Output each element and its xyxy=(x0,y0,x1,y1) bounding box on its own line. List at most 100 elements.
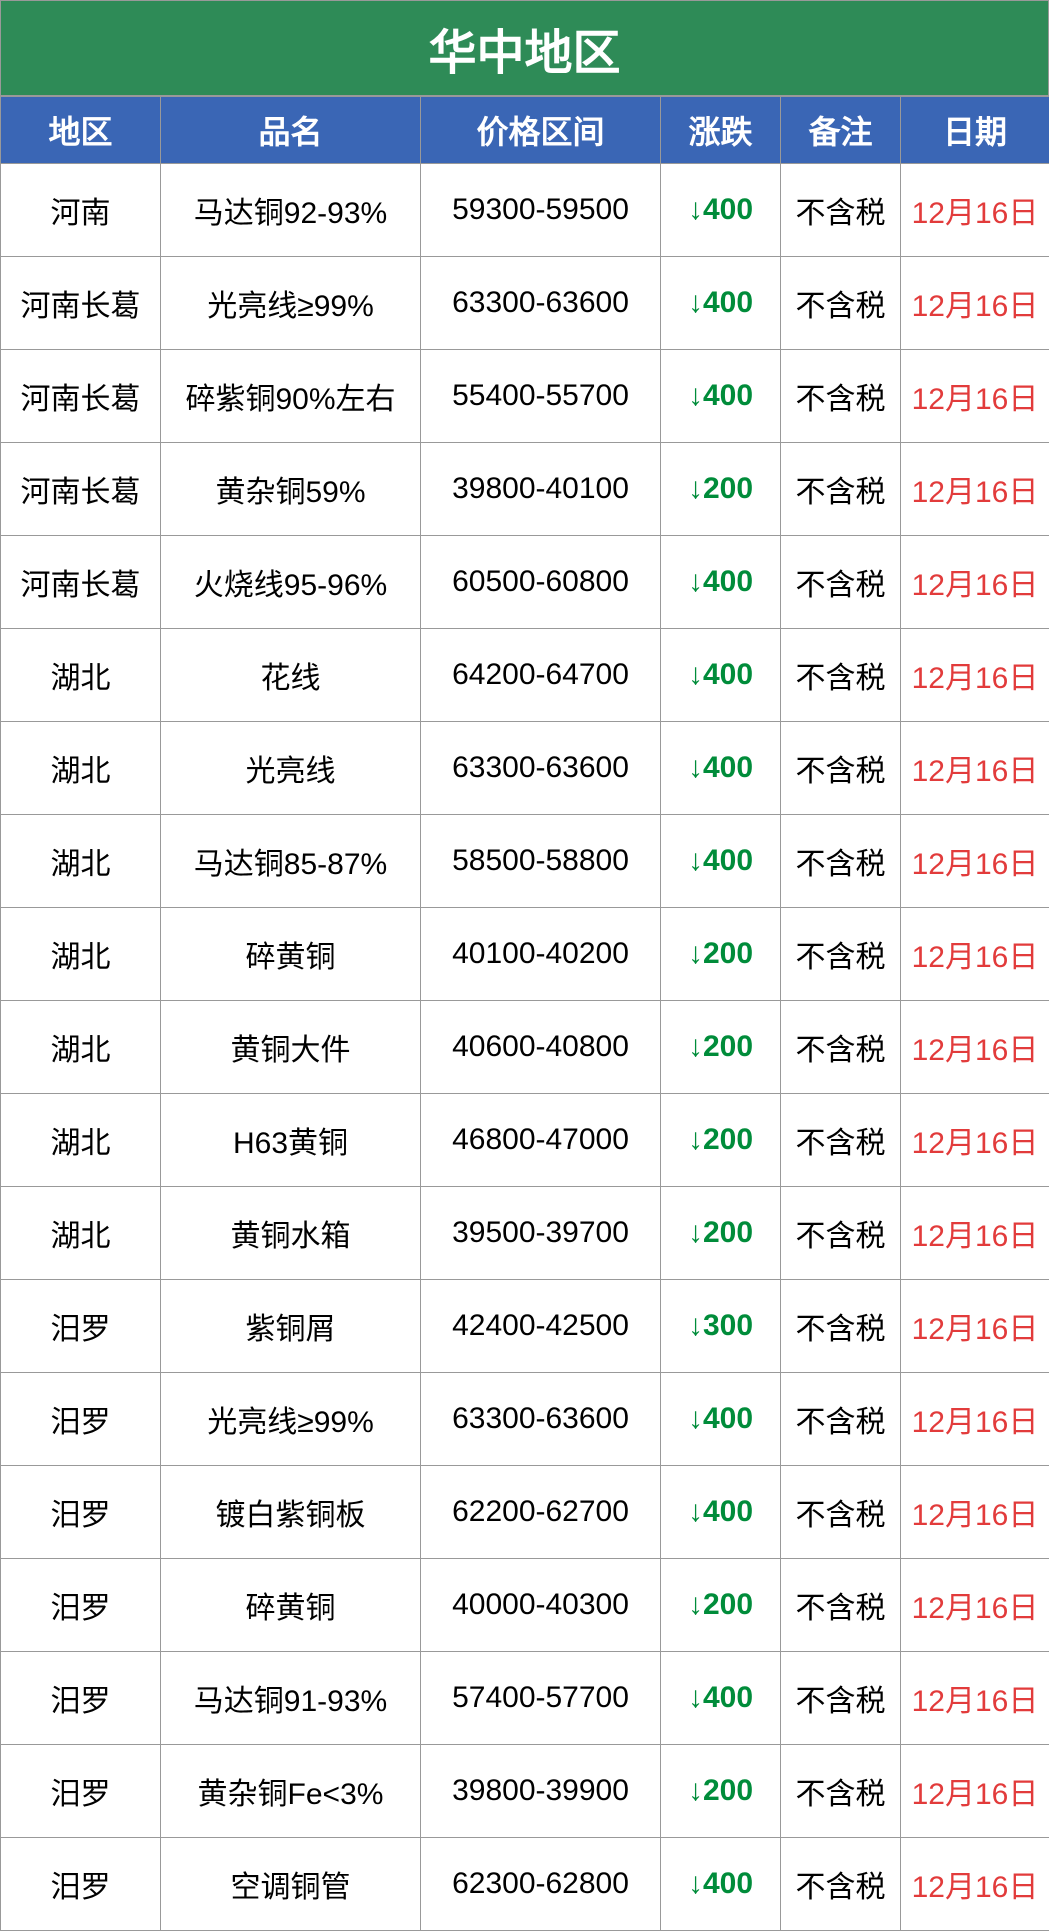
table-row: 河南长葛光亮线≥99%63300-63600↓400不含税12月16日 xyxy=(1,257,1049,350)
col-note: 备注 xyxy=(781,97,901,164)
cell-price: 40000-40300 xyxy=(421,1559,661,1652)
table-row: 河南长葛黄杂铜59%39800-40100↓200不含税12月16日 xyxy=(1,443,1049,536)
cell-change: ↓400 xyxy=(661,164,781,257)
cell-note: 不含税 xyxy=(781,1559,901,1652)
cell-note: 不含税 xyxy=(781,1373,901,1466)
cell-region: 汨罗 xyxy=(1,1652,161,1745)
cell-name: 黄杂铜Fe<3% xyxy=(161,1745,421,1838)
cell-note: 不含税 xyxy=(781,536,901,629)
cell-note: 不含税 xyxy=(781,1280,901,1373)
cell-region: 汨罗 xyxy=(1,1466,161,1559)
price-table: 地区 品名 价格区间 涨跌 备注 日期 河南马达铜92-93%59300-595… xyxy=(0,96,1049,1931)
cell-name: 马达铜85-87% xyxy=(161,815,421,908)
table-row: 河南马达铜92-93%59300-59500↓400不含税12月16日 xyxy=(1,164,1049,257)
cell-name: 花线 xyxy=(161,629,421,722)
cell-name: 马达铜92-93% xyxy=(161,164,421,257)
cell-change: ↓400 xyxy=(661,722,781,815)
table-row: 湖北H63黄铜46800-47000↓200不含税12月16日 xyxy=(1,1094,1049,1187)
cell-change: ↓200 xyxy=(661,1745,781,1838)
cell-price: 60500-60800 xyxy=(421,536,661,629)
cell-price: 63300-63600 xyxy=(421,722,661,815)
cell-name: 空调铜管 xyxy=(161,1838,421,1931)
col-region: 地区 xyxy=(1,97,161,164)
table-row: 湖北黄铜水箱39500-39700↓200不含税12月16日 xyxy=(1,1187,1049,1280)
cell-region: 汨罗 xyxy=(1,1280,161,1373)
cell-price: 62200-62700 xyxy=(421,1466,661,1559)
col-name: 品名 xyxy=(161,97,421,164)
cell-region: 湖北 xyxy=(1,629,161,722)
table-row: 汨罗碎黄铜40000-40300↓200不含税12月16日 xyxy=(1,1559,1049,1652)
cell-date: 12月16日 xyxy=(901,443,1049,536)
cell-date: 12月16日 xyxy=(901,1187,1049,1280)
cell-date: 12月16日 xyxy=(901,1652,1049,1745)
cell-date: 12月16日 xyxy=(901,1745,1049,1838)
cell-change: ↓200 xyxy=(661,1001,781,1094)
cell-date: 12月16日 xyxy=(901,1001,1049,1094)
cell-date: 12月16日 xyxy=(901,1373,1049,1466)
cell-name: 黄杂铜59% xyxy=(161,443,421,536)
cell-date: 12月16日 xyxy=(901,1559,1049,1652)
cell-name: 黄铜水箱 xyxy=(161,1187,421,1280)
cell-region: 河南长葛 xyxy=(1,536,161,629)
cell-price: 64200-64700 xyxy=(421,629,661,722)
table-row: 湖北花线64200-64700↓400不含税12月16日 xyxy=(1,629,1049,722)
cell-name: 黄铜大件 xyxy=(161,1001,421,1094)
cell-price: 40600-40800 xyxy=(421,1001,661,1094)
cell-note: 不含税 xyxy=(781,443,901,536)
table-row: 汨罗镀白紫铜板62200-62700↓400不含税12月16日 xyxy=(1,1466,1049,1559)
cell-region: 湖北 xyxy=(1,722,161,815)
cell-price: 39800-40100 xyxy=(421,443,661,536)
col-date: 日期 xyxy=(901,97,1049,164)
cell-region: 汨罗 xyxy=(1,1559,161,1652)
cell-price: 63300-63600 xyxy=(421,1373,661,1466)
cell-date: 12月16日 xyxy=(901,1466,1049,1559)
cell-note: 不含税 xyxy=(781,1745,901,1838)
table-row: 汨罗紫铜屑42400-42500↓300不含税12月16日 xyxy=(1,1280,1049,1373)
cell-name: 光亮线≥99% xyxy=(161,1373,421,1466)
cell-date: 12月16日 xyxy=(901,908,1049,1001)
cell-change: ↓400 xyxy=(661,350,781,443)
cell-note: 不含税 xyxy=(781,908,901,1001)
table-row: 汨罗马达铜91-93%57400-57700↓400不含税12月16日 xyxy=(1,1652,1049,1745)
cell-note: 不含税 xyxy=(781,164,901,257)
cell-region: 湖北 xyxy=(1,1094,161,1187)
cell-note: 不含税 xyxy=(781,257,901,350)
col-change: 涨跌 xyxy=(661,97,781,164)
cell-date: 12月16日 xyxy=(901,1838,1049,1931)
cell-note: 不含税 xyxy=(781,1466,901,1559)
cell-price: 59300-59500 xyxy=(421,164,661,257)
cell-region: 湖北 xyxy=(1,1187,161,1280)
cell-price: 63300-63600 xyxy=(421,257,661,350)
cell-region: 汨罗 xyxy=(1,1838,161,1931)
cell-name: 碎黄铜 xyxy=(161,1559,421,1652)
cell-date: 12月16日 xyxy=(901,722,1049,815)
cell-date: 12月16日 xyxy=(901,629,1049,722)
cell-note: 不含税 xyxy=(781,1838,901,1931)
cell-change: ↓200 xyxy=(661,1094,781,1187)
cell-date: 12月16日 xyxy=(901,536,1049,629)
cell-name: 光亮线≥99% xyxy=(161,257,421,350)
cell-note: 不含税 xyxy=(781,1652,901,1745)
cell-price: 58500-58800 xyxy=(421,815,661,908)
cell-change: ↓400 xyxy=(661,815,781,908)
cell-change: ↓400 xyxy=(661,1652,781,1745)
cell-region: 河南长葛 xyxy=(1,443,161,536)
cell-region: 湖北 xyxy=(1,908,161,1001)
cell-price: 46800-47000 xyxy=(421,1094,661,1187)
col-price: 价格区间 xyxy=(421,97,661,164)
cell-name: 紫铜屑 xyxy=(161,1280,421,1373)
cell-name: 火烧线95-96% xyxy=(161,536,421,629)
cell-name: 马达铜91-93% xyxy=(161,1652,421,1745)
cell-name: 碎紫铜90%左右 xyxy=(161,350,421,443)
table-row: 汨罗黄杂铜Fe<3%39800-39900↓200不含税12月16日 xyxy=(1,1745,1049,1838)
table-header-row: 地区 品名 价格区间 涨跌 备注 日期 xyxy=(1,97,1049,164)
table-row: 湖北黄铜大件40600-40800↓200不含税12月16日 xyxy=(1,1001,1049,1094)
cell-change: ↓200 xyxy=(661,1559,781,1652)
cell-date: 12月16日 xyxy=(901,815,1049,908)
cell-date: 12月16日 xyxy=(901,257,1049,350)
cell-change: ↓200 xyxy=(661,1187,781,1280)
table-row: 河南长葛火烧线95-96%60500-60800↓400不含税12月16日 xyxy=(1,536,1049,629)
cell-name: 镀白紫铜板 xyxy=(161,1466,421,1559)
cell-change: ↓400 xyxy=(661,257,781,350)
cell-note: 不含税 xyxy=(781,1001,901,1094)
